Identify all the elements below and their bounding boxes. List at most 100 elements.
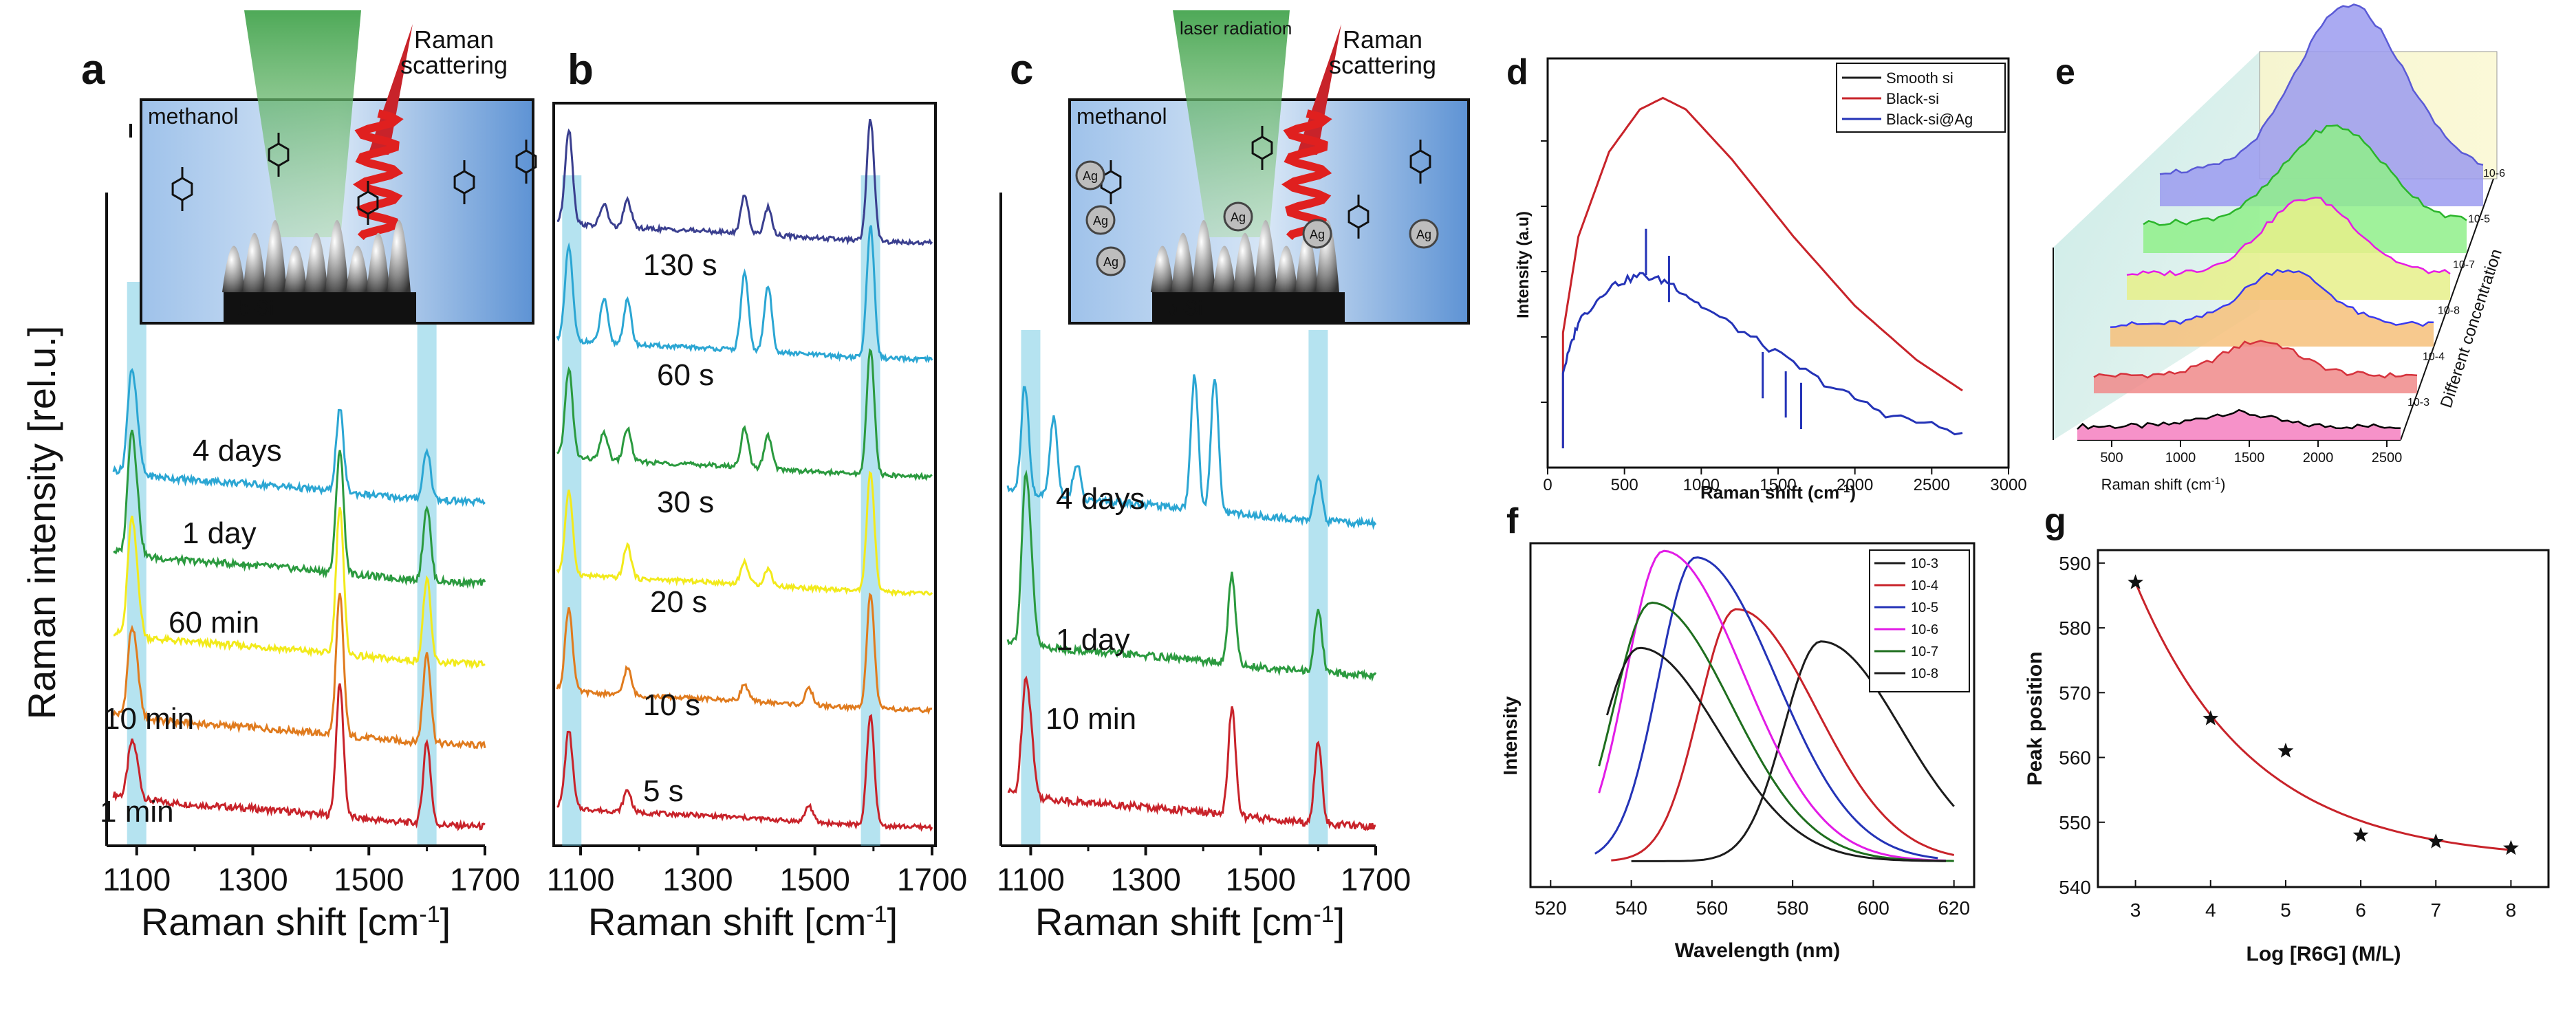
y-tick-label: 550 xyxy=(2059,812,2091,833)
x-tick-label: 1300 xyxy=(662,862,733,897)
panel-b: b 5 s 10 s 20 s 30 s 60 s 130 s 1100 1300 1500 17… xyxy=(547,46,968,943)
silver-particle-icon xyxy=(1075,160,1105,190)
waterfall-fill xyxy=(2077,410,2401,440)
series-line xyxy=(556,714,933,832)
x-axis-title: Raman shift (cm-1) xyxy=(2101,475,2226,494)
x-tick-label: 1100 xyxy=(547,862,615,897)
waterfall-line xyxy=(2110,268,2434,329)
silver-particle-icon xyxy=(1223,201,1253,232)
nanocone xyxy=(1233,232,1257,292)
series-label: 10 min xyxy=(1046,702,1136,736)
series-label: 30 s xyxy=(657,485,714,519)
x-tick-label: 1500 xyxy=(1226,862,1296,897)
signal-label-2: scattering xyxy=(1329,51,1436,79)
panel-label-g: g xyxy=(2044,501,2066,541)
x-tick-label: 500 xyxy=(2100,450,2123,466)
x-tick-label: 7 xyxy=(2430,899,2441,921)
x-tick-label: 500 xyxy=(1611,476,1638,494)
signal-label: Raman xyxy=(414,25,494,54)
panel-label-d: d xyxy=(1506,52,1528,92)
x-tick-label: 1500 xyxy=(2234,450,2265,466)
legend-box xyxy=(1869,549,1970,692)
nanocone xyxy=(1171,232,1195,292)
substrate xyxy=(1152,292,1345,323)
particle-label: Ag xyxy=(1231,210,1246,224)
series-label: 1 day xyxy=(182,516,257,550)
waterfall-fill xyxy=(2143,125,2467,253)
legend-label: Smooth si xyxy=(1886,69,1953,87)
series-line xyxy=(1006,374,1377,530)
nanocone xyxy=(1151,245,1174,292)
x-tick-label: 4 xyxy=(2205,899,2216,921)
y-axis-title: Intensity (a.u) xyxy=(1514,211,1533,318)
data-point xyxy=(2352,827,2369,842)
nanocone xyxy=(1213,245,1236,292)
nanocone xyxy=(325,220,349,292)
silver-particle-icon xyxy=(1302,219,1332,249)
nanocone xyxy=(387,220,411,292)
silver-particle-icon xyxy=(1096,246,1126,276)
signal-label-2: scattering xyxy=(400,51,508,79)
depth-label: 10-3 xyxy=(2407,397,2429,408)
x-tick-label: 1500 xyxy=(780,862,850,897)
y-tick-label: 560 xyxy=(2059,747,2091,769)
nanocone xyxy=(1192,220,1215,292)
plot-area: 500 1000 1500 2000 2500 10-6 10-5 10-7 10-8 10-4 1… xyxy=(2053,3,2505,466)
legend-label: 10-4 xyxy=(1911,578,1938,593)
nanocone xyxy=(243,232,266,292)
series-line xyxy=(1631,640,1955,862)
x-tick-label: 0 xyxy=(1543,476,1552,494)
x-tick-label: 600 xyxy=(1857,897,1890,919)
series-label: 20 s xyxy=(650,585,707,619)
depth-axis xyxy=(2400,178,2494,441)
series-label: 4 days xyxy=(193,434,282,468)
plot-frame xyxy=(2097,549,2550,888)
x-tick-label: 3 xyxy=(2130,899,2141,921)
series-line xyxy=(112,683,486,831)
legend-label: 10-8 xyxy=(1911,666,1938,681)
scatter-wave xyxy=(352,109,404,241)
substrate-label: b-Si xyxy=(1166,297,1202,320)
waterfall-line xyxy=(2077,408,2401,430)
legend-label: Black-si xyxy=(1886,90,1939,107)
series-line xyxy=(556,470,933,598)
series-line xyxy=(1598,601,1954,862)
series-line xyxy=(1006,470,1377,682)
series-label: 60 min xyxy=(169,606,259,639)
x-tick-label: 1700 xyxy=(1341,862,1411,897)
depth-label: 10-4 xyxy=(2423,351,2445,362)
waterfall-line xyxy=(2159,3,2484,175)
x-tick-label: 1500 xyxy=(1760,476,1796,494)
legend: Smooth si Black-si Black-si@Ag xyxy=(1836,63,2006,133)
highlight-band xyxy=(1308,330,1328,846)
x-tick-label: 1700 xyxy=(450,862,520,897)
nanocone xyxy=(346,245,369,292)
series-line xyxy=(556,225,933,364)
series-line xyxy=(112,368,486,507)
legend-label: 10-5 xyxy=(1911,600,1938,615)
series-label: 60 s xyxy=(657,358,714,392)
series-line xyxy=(1007,675,1376,831)
depth-label: 10-8 xyxy=(2438,305,2460,317)
highlight-band xyxy=(861,175,880,846)
waterfall-line xyxy=(2126,197,2451,276)
panel-d: d 0 500 1000 1500 2000 2500 3000 Intensity (a.… xyxy=(1506,52,2027,503)
waterfall-line xyxy=(2143,124,2467,226)
x-tick-label: 620 xyxy=(1938,897,1970,919)
nanocone xyxy=(1254,220,1277,292)
panel-label-f: f xyxy=(1506,501,1519,541)
panel-f: f 520 540 560 580 600 620 Intensity Wavelengt… xyxy=(1500,501,1976,962)
particle-label: Ag xyxy=(1103,255,1118,269)
silver-particle-icon xyxy=(1085,205,1116,235)
x-tick-label: 1500 xyxy=(334,862,404,897)
data-point xyxy=(2277,743,2294,758)
plot-frame xyxy=(1529,542,1976,888)
series-label: 10 min xyxy=(103,702,194,736)
legend-label: 10-3 xyxy=(1911,556,1938,571)
x-tick-label: 1300 xyxy=(1110,862,1180,897)
series-line xyxy=(1598,549,1947,862)
nanocone xyxy=(305,232,328,292)
particle-label: Ag xyxy=(1310,228,1325,241)
series-line xyxy=(1611,608,1955,862)
